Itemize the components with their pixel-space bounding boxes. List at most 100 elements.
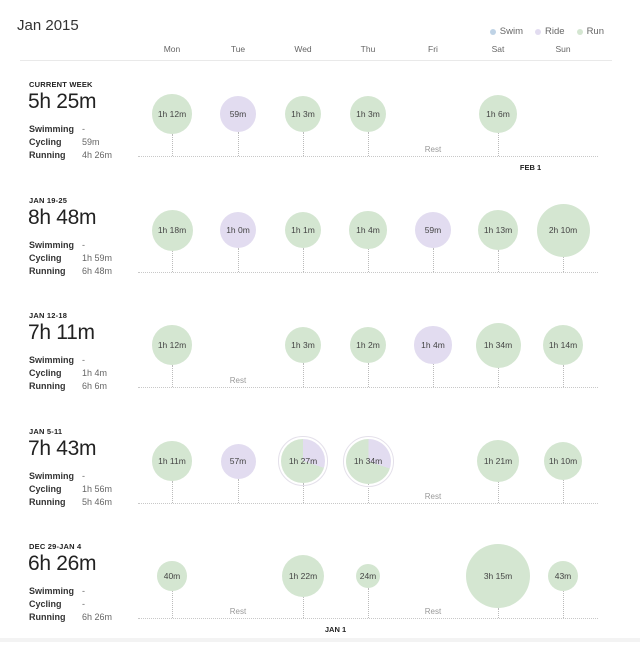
session-bubble-wed[interactable]: 1h 3m xyxy=(284,326,322,364)
sport-value: 6h 48m xyxy=(82,266,113,276)
session-bubble-tue[interactable]: 57m xyxy=(220,443,256,479)
sport-name: Cycling xyxy=(29,599,62,609)
sport-row-swimming: Swimming - xyxy=(29,124,85,134)
sport-value: 6h 6m xyxy=(82,381,108,391)
sport-name: Running xyxy=(29,150,66,160)
session-stem xyxy=(368,483,369,503)
session-stem xyxy=(368,363,369,387)
session-stem xyxy=(303,248,304,272)
session-bubble-fri[interactable]: 1h 4m xyxy=(414,326,452,364)
sport-row-running: Running 6h 6m xyxy=(29,381,107,391)
session-duration: 1h 11m xyxy=(158,455,186,466)
sport-row-cycling: Cycling 1h 59m xyxy=(29,253,112,263)
session-stem xyxy=(172,364,173,387)
session-duration: 2h 10m xyxy=(548,225,578,235)
session-bubble-tue[interactable]: 1h 0m xyxy=(220,212,256,248)
week-label: JAN 19-25 xyxy=(29,196,68,205)
session-bubble-mon[interactable]: 1h 11m xyxy=(152,441,192,481)
session-duration: 3h 15m xyxy=(483,570,513,581)
session-duration: 1h 13m xyxy=(483,224,513,235)
week-label: CURRENT WEEK xyxy=(29,80,93,89)
session-stem xyxy=(172,133,173,156)
session-duration: 1h 34m xyxy=(483,340,513,350)
legend-item-swim[interactable]: Swim xyxy=(489,26,524,37)
session-bubble-thu[interactable]: 24m xyxy=(356,564,380,588)
session-bubble-sat[interactable]: 3h 15m xyxy=(465,543,531,609)
session-stem xyxy=(238,131,239,156)
session-bubble-tue[interactable]: 59m xyxy=(220,96,256,132)
sport-row-cycling: Cycling 1h 56m xyxy=(29,484,112,494)
weekday-header: Mon Tue Wed Thu Fri Sat Sun xyxy=(0,44,640,58)
session-bubble-fri[interactable]: 59m xyxy=(415,212,451,248)
session-bubble-mon[interactable]: 1h 12m xyxy=(152,325,192,365)
session-bubble-wed[interactable]: 1h 22m xyxy=(282,555,324,597)
session-bubble-sat[interactable]: 1h 21m xyxy=(477,440,519,482)
session-duration: 1h 6m xyxy=(486,108,510,119)
session-bubble-sun[interactable]: 1h 10m xyxy=(543,441,583,481)
sport-name: Swimming xyxy=(29,586,75,596)
session-duration: 43m xyxy=(554,570,572,581)
sport-row-cycling: Cycling - xyxy=(29,599,85,609)
session-bubble-thu[interactable]: 1h 4m xyxy=(349,211,387,249)
week-row-current: CURRENT WEEK 5h 25m Swimming - Cycling 59m… xyxy=(0,80,640,190)
sport-value: 1h 56m xyxy=(82,484,113,494)
session-bubble-thu[interactable]: 1h 3m xyxy=(349,95,387,133)
sport-name: Cycling xyxy=(29,137,62,147)
legend-item-run[interactable]: Run xyxy=(576,26,604,37)
week-baseline xyxy=(138,618,598,619)
session-duration: 1h 3m xyxy=(356,108,380,119)
session-stem xyxy=(498,608,499,618)
session-duration: 1h 12m xyxy=(157,108,187,119)
sport-row-running: Running 6h 26m xyxy=(29,612,112,622)
session-duration: 1h 2m xyxy=(356,339,380,350)
sport-name: Cycling xyxy=(29,368,62,378)
session-stem xyxy=(303,482,304,503)
sport-row-running: Running 4h 26m xyxy=(29,150,112,160)
sport-value: 4h 26m xyxy=(82,150,113,160)
session-duration: 1h 34m xyxy=(353,456,383,466)
sport-name: Running xyxy=(29,612,66,622)
day-label-thu: Thu xyxy=(360,44,376,54)
session-bubble-mon[interactable]: 1h 18m xyxy=(151,209,193,251)
legend-item-ride[interactable]: Ride xyxy=(535,26,565,37)
session-bubble-sun[interactable]: 2h 10m xyxy=(536,203,590,257)
sport-name: Swimming xyxy=(29,471,75,481)
week-row-jan-5-11: JAN 5-11 7h 43m Swimming - Cycling 1h 56m … xyxy=(0,427,640,537)
sport-value: 59m xyxy=(82,137,100,147)
session-bubble-wed[interactable]: 1h 27m xyxy=(278,436,329,487)
session-bubble-sun[interactable]: 1h 14m xyxy=(543,325,583,365)
sport-name: Cycling xyxy=(29,484,62,494)
session-bubble-mon[interactable]: 40m xyxy=(157,561,187,591)
session-stem xyxy=(368,132,369,156)
session-bubble-sat[interactable]: 1h 6m xyxy=(479,95,517,133)
week-row-jan-12-18: JAN 12-18 7h 11m Swimming - Cycling 1h 4m … xyxy=(0,311,640,421)
legend-label-swim: Swim xyxy=(499,26,524,37)
session-bubble-sat[interactable]: 1h 34m xyxy=(475,322,521,368)
rest-day-label: Rest xyxy=(229,607,247,616)
sport-row-swimming: Swimming - xyxy=(29,240,85,250)
session-duration: 1h 0m xyxy=(226,225,250,235)
session-duration: 1h 4m xyxy=(356,224,380,235)
session-bubble-thu[interactable]: 1h 2m xyxy=(349,326,387,364)
week-row-jan-19-25: JAN 19-25 8h 48m Swimming - Cycling 1h 59m… xyxy=(0,196,640,306)
session-duration: 1h 3m xyxy=(291,339,315,350)
sport-value: - xyxy=(82,471,85,481)
session-bubble-sat[interactable]: 1h 13m xyxy=(478,210,518,250)
session-duration: 57m xyxy=(229,456,247,466)
sport-name: Swimming xyxy=(29,355,75,365)
sport-name: Running xyxy=(29,497,66,507)
sport-name: Swimming xyxy=(29,124,75,134)
session-bubble-wed[interactable]: 1h 3m xyxy=(284,95,322,133)
session-stem xyxy=(563,365,564,387)
sport-value: 6h 26m xyxy=(82,612,113,622)
session-bubble-sun[interactable]: 43m xyxy=(547,560,579,592)
week-label: DEC 29-JAN 4 xyxy=(29,542,82,551)
week-row-dec-29-jan-4: DEC 29-JAN 4 6h 26m Swimming - Cycling - R… xyxy=(0,542,640,652)
session-duration: 1h 4m xyxy=(421,339,445,350)
week-label: JAN 12-18 xyxy=(29,311,68,320)
bottom-edge xyxy=(0,638,640,642)
session-bubble-thu[interactable]: 1h 34m xyxy=(342,435,394,487)
session-bubble-mon[interactable]: 1h 12m xyxy=(152,94,192,134)
page-title: Jan 2015 xyxy=(17,17,79,34)
session-bubble-wed[interactable]: 1h 1m xyxy=(284,211,322,249)
